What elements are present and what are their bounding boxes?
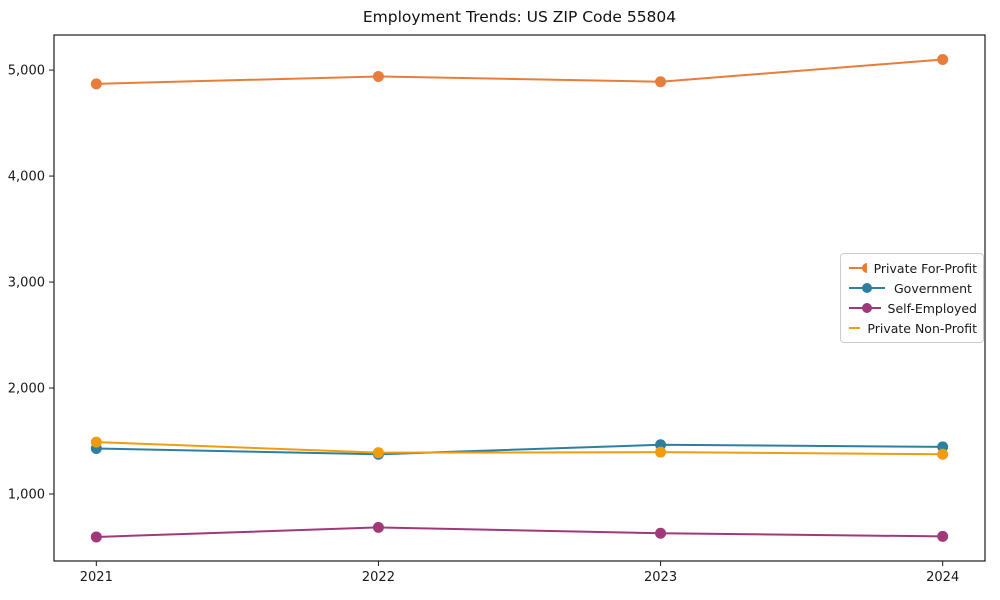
legend-label: Private Non-Profit (867, 320, 977, 336)
legend-line-marker-icon (849, 283, 885, 293)
axes-frame (53, 34, 986, 562)
series-marker (90, 436, 102, 448)
y-tick-label: 3,000 (8, 276, 45, 291)
series-marker (90, 531, 102, 543)
y-tick-label: 4,000 (8, 170, 45, 185)
series-marker (90, 78, 102, 90)
x-tick-label: 2023 (644, 570, 677, 585)
series-line (96, 441, 943, 456)
x-tick-label: 2022 (362, 570, 395, 585)
y-tick-label: 1,000 (8, 488, 45, 503)
legend-line-marker-icon (849, 327, 861, 329)
series-marker (937, 530, 949, 542)
x-tick-label: 2021 (80, 570, 113, 585)
chart-legend: Private For-Profit Government Self-Employe… (840, 253, 984, 343)
legend-line-marker-icon (849, 303, 881, 313)
legend-line-marker-icon (849, 263, 867, 273)
legend-item: Government (847, 278, 977, 298)
y-tick-label: 5,000 (8, 64, 45, 79)
legend-item: Self-Employed (847, 298, 977, 318)
chart-title: Employment Trends: US ZIP Code 55804 (362, 8, 677, 26)
y-tick-label: 2,000 (8, 382, 45, 397)
series-marker (372, 447, 384, 459)
legend-item: Private For-Profit (847, 258, 977, 278)
series-marker (372, 521, 384, 533)
x-tick-label: 2024 (926, 570, 959, 585)
series-marker (937, 448, 949, 460)
series-marker (937, 53, 949, 65)
series-line (96, 443, 943, 456)
legend-label: Private For-Profit (873, 260, 977, 276)
series-marker (655, 527, 667, 539)
legend-item: Private Non-Profit (847, 318, 977, 338)
series-line (96, 58, 943, 85)
series-line (96, 526, 943, 538)
series-marker (655, 76, 667, 88)
series-marker (655, 446, 667, 458)
legend-label: Government (894, 280, 972, 296)
series-marker (372, 70, 384, 82)
legend-label: Self-Employed (887, 300, 977, 316)
